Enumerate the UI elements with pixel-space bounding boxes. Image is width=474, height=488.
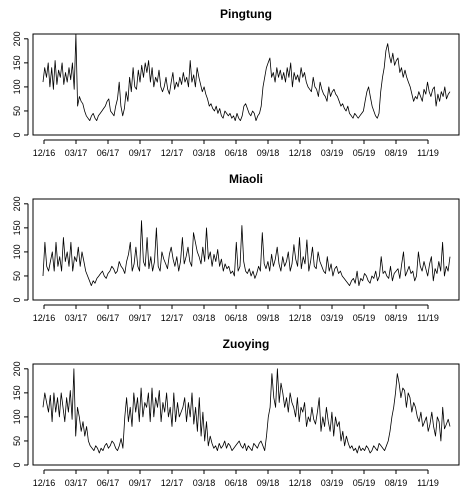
- x-tick-label: 11/19: [417, 148, 439, 158]
- x-tick-label: 09/18: [257, 478, 280, 488]
- x-tick-label: 12/18: [289, 313, 312, 323]
- x-tick-label: 08/19: [385, 148, 408, 158]
- x-tick-label: 06/17: [97, 148, 120, 158]
- plot-frame: [32, 198, 460, 301]
- x-tick-label: 06/17: [97, 478, 120, 488]
- chart-title: Miaoli: [229, 172, 263, 186]
- y-tick-label: 100: [12, 244, 22, 259]
- plot-frame: [32, 363, 460, 466]
- x-tick-label: 09/17: [129, 478, 152, 488]
- x-tick-label: 06/17: [97, 313, 120, 323]
- x-tick-label: 09/17: [129, 313, 152, 323]
- y-tick-label: 150: [12, 385, 22, 400]
- x-tick-label: 12/17: [161, 478, 184, 488]
- x-tick-label: 03/19: [321, 148, 344, 158]
- x-tick-label: 08/19: [385, 313, 408, 323]
- plot-frame: [32, 33, 460, 136]
- x-tick-label: 08/19: [385, 478, 408, 488]
- y-axis: 0 50 100 150 200: [12, 31, 29, 138]
- y-tick-label: 150: [12, 55, 22, 70]
- y-tick-label: 50: [12, 436, 22, 446]
- chart-title: Pingtung: [220, 7, 272, 21]
- x-tick-label: 03/19: [321, 478, 344, 488]
- y-tick-label: 50: [12, 106, 22, 116]
- y-tick-label: 100: [12, 409, 22, 424]
- x-tick-label: 05/19: [353, 148, 376, 158]
- y-tick-label: 200: [12, 196, 22, 211]
- x-tick-label: 12/18: [289, 478, 312, 488]
- x-tick-label: 03/17: [65, 148, 88, 158]
- x-tick-label: 05/19: [353, 313, 376, 323]
- x-tick-label: 11/19: [417, 478, 439, 488]
- chart-title: Zuoying: [223, 337, 270, 351]
- x-tick-label: 12/16: [33, 478, 56, 488]
- y-tick-label: 0: [12, 297, 22, 302]
- x-tick-label: 11/19: [417, 313, 439, 323]
- y-tick-label: 150: [12, 220, 22, 235]
- x-tick-label: 03/19: [321, 313, 344, 323]
- y-tick-label: 200: [12, 361, 22, 376]
- x-tick-label: 03/17: [65, 478, 88, 488]
- x-axis: 12/16 03/17 06/17 09/17 12/17 03/18 06/18 09/18…: [33, 304, 439, 323]
- y-tick-label: 0: [12, 462, 22, 467]
- x-tick-label: 12/17: [161, 148, 184, 158]
- x-tick-label: 03/18: [193, 148, 216, 158]
- y-axis: 0 50 100 150 200: [12, 361, 29, 468]
- y-tick-label: 100: [12, 79, 22, 94]
- x-tick-label: 12/17: [161, 313, 184, 323]
- y-axis: 0 50 100 150 200: [12, 196, 29, 303]
- y-tick-label: 200: [12, 31, 22, 46]
- x-tick-label: 09/18: [257, 148, 280, 158]
- x-tick-label: 06/18: [225, 313, 248, 323]
- x-axis: 12/16 03/17 06/17 09/17 12/17 03/18 06/18 09/18…: [33, 139, 439, 158]
- x-tick-label: 12/16: [33, 313, 56, 323]
- x-tick-label: 03/17: [65, 313, 88, 323]
- series-line: [42, 220, 451, 287]
- x-tick-label: 05/19: [353, 478, 376, 488]
- series-line: [42, 368, 451, 454]
- x-tick-label: 03/18: [193, 478, 216, 488]
- x-axis: 12/16 03/17 06/17 09/17 12/17 03/18 06/18 09/18…: [33, 469, 439, 488]
- y-tick-label: 0: [12, 132, 22, 137]
- y-tick-label: 50: [12, 271, 22, 281]
- series-line: [42, 33, 451, 121]
- x-tick-label: 06/18: [225, 478, 248, 488]
- x-tick-label: 12/18: [289, 148, 312, 158]
- x-tick-label: 06/18: [225, 148, 248, 158]
- chart-panel-pingtung: Pingtung 0 50 100 150 200 12/16 03/17 06/17 09/17…: [12, 7, 460, 158]
- x-tick-label: 09/17: [129, 148, 152, 158]
- x-tick-label: 03/18: [193, 313, 216, 323]
- x-tick-label: 12/16: [33, 148, 56, 158]
- x-tick-label: 09/18: [257, 313, 280, 323]
